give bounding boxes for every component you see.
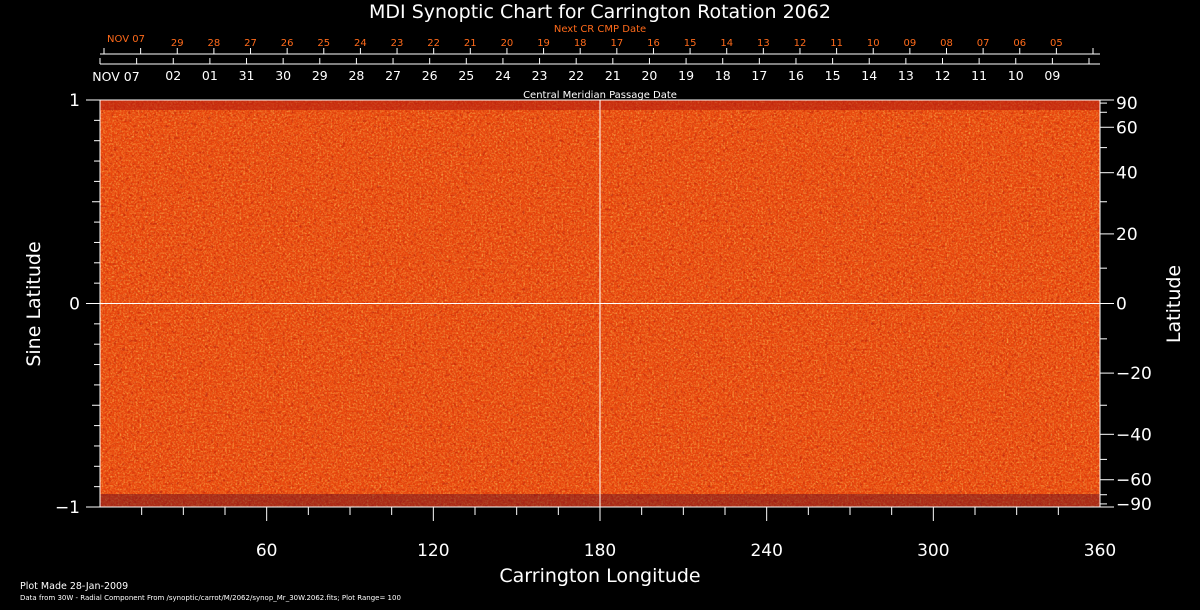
next-cr-date-label: 24: [354, 38, 367, 49]
cmp-date-label: 09: [1044, 68, 1060, 83]
cmp-date-label: 20: [641, 68, 657, 83]
cmp-date-label: 29: [312, 68, 328, 83]
cmp-date-label: 28: [348, 68, 364, 83]
next-cr-date-label: 12: [794, 38, 807, 49]
cmp-date-label: 30: [275, 68, 291, 83]
y-axis-right: 90 60 40 20 0 −20 −40 −60 −90: [1100, 94, 1152, 515]
y-left-tick-label: 0: [69, 295, 80, 315]
next-cr-date-label: 25: [317, 38, 330, 49]
next-cr-date-label: 20: [501, 38, 514, 49]
y-right-tick-label: 90: [1116, 94, 1138, 114]
next-cr-date-label: 22: [427, 38, 440, 49]
cmp-start-label: NOV 07: [92, 69, 139, 84]
x-tick-label: 300: [917, 541, 949, 561]
x-tick-label: 180: [584, 541, 616, 561]
cmp-date-label: 01: [202, 68, 218, 83]
next-cr-axis-label: Next CR CMP Date: [554, 24, 646, 35]
next-cr-date-label: 07: [977, 38, 990, 49]
chart-title: MDI Synoptic Chart for Carrington Rotati…: [369, 1, 831, 23]
cmp-date-label: 21: [605, 68, 621, 83]
x-tick-label: 120: [417, 541, 449, 561]
cmp-date-label: 10: [1008, 68, 1024, 83]
y-right-tick-label: −90: [1116, 495, 1152, 515]
cmp-date-label: 27: [385, 68, 401, 83]
x-tick-label: 240: [750, 541, 782, 561]
y-axis-left: 1 0 −1: [55, 91, 100, 518]
data-source-label: Data from 30W - Radial Component From /s…: [20, 594, 401, 602]
next-cr-date-label: 05: [1050, 38, 1063, 49]
y-right-tick-label: 60: [1116, 118, 1138, 138]
y-axis-right-label: Latitude: [1163, 265, 1185, 343]
y-right-tick-label: −20: [1116, 364, 1152, 384]
cmp-date-label: 25: [458, 68, 474, 83]
next-cr-date-label: 18: [574, 38, 587, 49]
cmp-date-label: 02: [165, 68, 181, 83]
next-cr-date-label: 11: [830, 38, 843, 49]
next-cr-date-label: 13: [757, 38, 770, 49]
cmp-axis-label: Central Meridian Passage Date: [523, 90, 677, 101]
y-right-tick-label: −40: [1116, 425, 1152, 445]
next-cr-date-label: 19: [537, 38, 550, 49]
cmp-date-label: 18: [715, 68, 731, 83]
next-cr-date-label: 26: [281, 38, 294, 49]
cmp-date-label: 14: [861, 68, 877, 83]
cmp-date-label: 23: [532, 68, 548, 83]
y-right-tick-label: 40: [1116, 164, 1138, 184]
cmp-date-label: 16: [788, 68, 804, 83]
cmp-date-label: 22: [568, 68, 584, 83]
y-right-tick-label: −60: [1116, 471, 1152, 491]
next-cr-date-label: 14: [720, 38, 733, 49]
next-cr-date-label: 15: [684, 38, 697, 49]
next-cr-date-label: 10: [867, 38, 880, 49]
next-cr-date-label: 09: [903, 38, 916, 49]
cmp-date-label: 12: [935, 68, 951, 83]
next-cr-date-label: 27: [244, 38, 257, 49]
next-cr-date-label: 28: [208, 38, 221, 49]
cmp-date-label: 26: [422, 68, 438, 83]
x-tick-label: 60: [256, 541, 278, 561]
next-cr-date-label: 29: [171, 38, 184, 49]
next-cr-axis: 29 28 27 26 25 24 23 22 21 20 19 18 17 16 15 14 13 12 11 10…: [100, 38, 1100, 55]
next-cr-date-label: 17: [610, 38, 623, 49]
cmp-date-label: 19: [678, 68, 694, 83]
next-cr-date-label: 23: [391, 38, 404, 49]
cmp-date-label: 11: [971, 68, 987, 83]
next-cr-date-label: 06: [1013, 38, 1026, 49]
y-right-tick-label: 0: [1116, 295, 1127, 315]
cmp-date-label: 15: [825, 68, 841, 83]
cmp-date-label: 24: [495, 68, 511, 83]
x-axis-label: Carrington Longitude: [499, 565, 700, 587]
next-cr-date-label: 21: [464, 38, 477, 49]
cmp-date-label: 17: [751, 68, 767, 83]
y-right-tick-label: 20: [1116, 225, 1138, 245]
grid-lines: [100, 100, 1100, 507]
next-cr-date-label: 08: [940, 38, 953, 49]
x-axis: 60 120 180 240 300 360: [141, 507, 1116, 561]
cmp-date-label: 13: [898, 68, 914, 83]
next-cr-start-label: NOV 07: [107, 34, 145, 45]
cmp-date-label: 31: [239, 68, 255, 83]
next-cr-date-label: 16: [647, 38, 660, 49]
x-tick-label: 360: [1084, 541, 1116, 561]
plot-made-label: Plot Made 28-Jan-2009: [20, 581, 128, 592]
y-left-tick-label: 1: [69, 91, 80, 111]
y-axis-left-label: Sine Latitude: [23, 241, 45, 366]
y-left-tick-label: −1: [55, 498, 80, 518]
cmp-axis: 02 01 31 30 29 28 27 26 25 24 23 22 21 20 19 18 17 16 15 14…: [99, 58, 1100, 83]
